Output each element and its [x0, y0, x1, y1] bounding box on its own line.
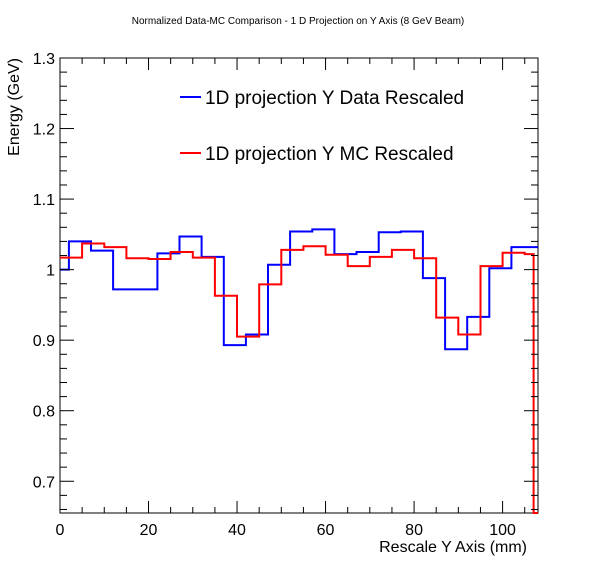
chart-title: Normalized Data-MC Comparison - 1 D Proj…: [132, 16, 465, 27]
series-line-data: [60, 228, 538, 351]
y-tick-label: 0.9: [33, 333, 55, 350]
y-tick-label: 1.3: [33, 51, 55, 68]
x-tick-label: 100: [489, 522, 516, 539]
plot-frame: [59, 57, 539, 514]
y-tick-label: 0.8: [33, 404, 55, 421]
x-tick-label: 20: [140, 522, 158, 539]
axes: 0 20 40 60 80 100 0.7 0.8 0.9 1 1.1 1.2 1.3: [33, 51, 538, 539]
legend: 1D projection Y Data Rescaled 1D projecti…: [180, 88, 464, 165]
y-tick-label: 1.1: [33, 192, 55, 209]
legend-entry: 1D projection Y Data Rescaled: [205, 88, 464, 109]
y-tick-label: 1.2: [33, 122, 55, 139]
y-tick-label: 1: [46, 263, 55, 280]
x-tick-label: 80: [405, 522, 423, 539]
y-axis-label: Energy (GeV): [6, 58, 23, 156]
series-line-mc: [60, 242, 538, 514]
x-tick-label: 60: [317, 522, 335, 539]
y-tick-label: 0.7: [33, 474, 55, 491]
x-tick-label: 0: [56, 522, 65, 539]
x-tick-label: 40: [228, 522, 246, 539]
x-axis-label: Rescale Y Axis (mm): [379, 539, 527, 556]
legend-entry: 1D projection Y MC Rescaled: [205, 144, 454, 165]
plot-area: [60, 228, 538, 514]
